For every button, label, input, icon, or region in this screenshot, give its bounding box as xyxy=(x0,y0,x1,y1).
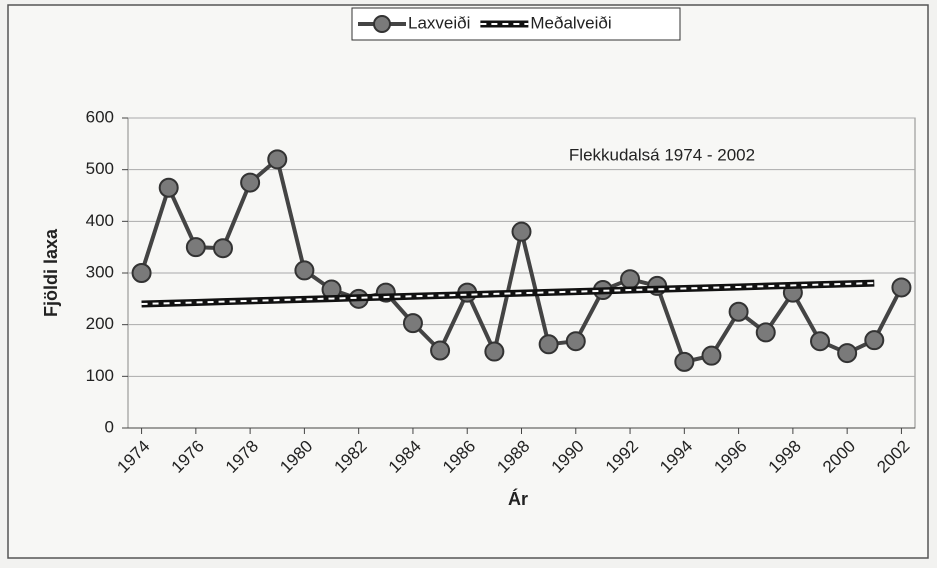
trend-line-highlight xyxy=(141,282,875,305)
marker xyxy=(131,263,152,283)
marker xyxy=(511,221,532,242)
marker xyxy=(565,331,586,352)
marker xyxy=(294,260,315,281)
y-tick-label: 600 xyxy=(86,107,114,126)
y-axis-title: Fjöldi laxa xyxy=(41,228,61,317)
marker xyxy=(267,149,288,170)
marker xyxy=(891,277,912,298)
marker xyxy=(538,334,559,355)
marker xyxy=(755,322,776,343)
y-tick-label: 500 xyxy=(86,159,114,178)
y-tick-label: 400 xyxy=(86,211,114,230)
marker xyxy=(810,331,831,352)
marker xyxy=(864,330,885,351)
marker xyxy=(158,177,179,198)
marker xyxy=(430,340,451,361)
marker xyxy=(240,172,261,193)
marker xyxy=(185,237,206,258)
marker xyxy=(701,345,722,366)
x-axis-title: Ár xyxy=(508,488,528,509)
y-tick-label: 200 xyxy=(86,314,114,333)
y-tick-label: 100 xyxy=(86,366,114,385)
marker xyxy=(402,313,423,334)
legend-label: Meðalveiði xyxy=(530,13,611,32)
legend-label: Laxveiði xyxy=(408,13,470,32)
marker xyxy=(728,301,749,322)
y-tick-label: 0 xyxy=(105,417,114,436)
legend-marker xyxy=(373,15,391,33)
chart-frame xyxy=(7,4,929,559)
marker xyxy=(674,351,695,372)
marker xyxy=(837,343,858,364)
marker xyxy=(620,269,641,290)
marker xyxy=(484,341,505,362)
annotation: Flekkudalsá 1974 - 2002 xyxy=(569,145,755,164)
y-tick-label: 300 xyxy=(86,262,114,281)
marker xyxy=(212,238,233,259)
